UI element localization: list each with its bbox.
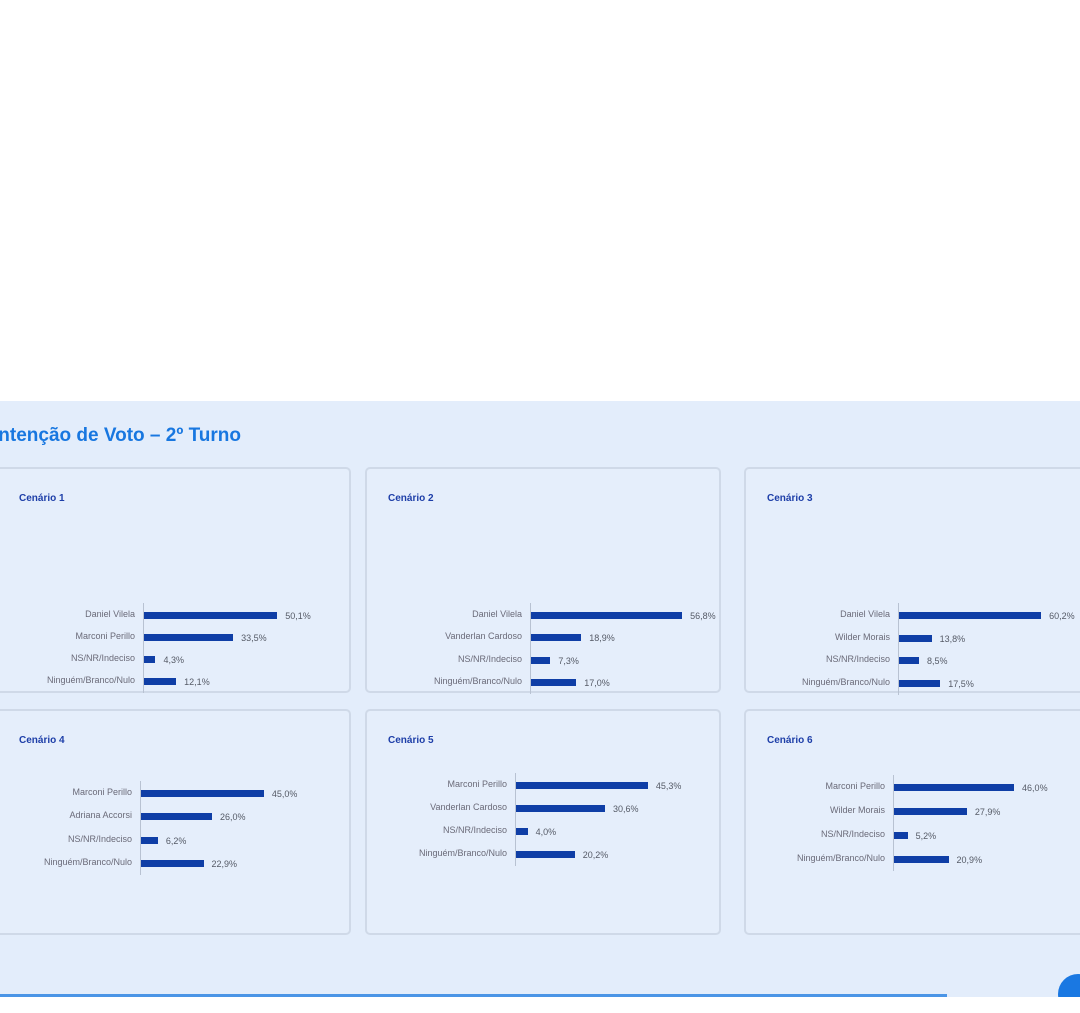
- bar: [141, 836, 158, 844]
- footer-line: [0, 994, 947, 997]
- value-label: 30,6%: [613, 804, 639, 814]
- panel-title: Cenário 6: [767, 735, 813, 746]
- category-label: Marconi Perillo: [825, 781, 885, 791]
- bar: [531, 656, 551, 664]
- bar: [899, 679, 941, 687]
- value-label: 5,2%: [915, 831, 937, 841]
- bar: [516, 782, 648, 789]
- value-label: 45,3%: [655, 781, 682, 791]
- panel-title: Cenário 2: [388, 493, 434, 504]
- bar: [516, 828, 528, 835]
- bar: [144, 634, 234, 641]
- bar: [894, 832, 908, 839]
- slide-title: Intenção de Voto – 2º Turno: [0, 425, 241, 446]
- bar: [144, 612, 278, 619]
- category-label: Ninguém/Branco/Nulo: [801, 676, 890, 687]
- category-label: Daniel Vilela: [472, 609, 522, 619]
- value-label: 7,3%: [558, 655, 579, 666]
- scenario-panel-5: Cenário 5 Marconi Perillo 45,3% Vanderlan C…: [365, 709, 721, 935]
- axis-line: [515, 773, 516, 866]
- value-label: 33,5%: [241, 633, 267, 643]
- category-label: Wilder Morais: [834, 631, 890, 642]
- axis-line: [893, 775, 894, 871]
- bar: [144, 678, 177, 685]
- bar: [899, 657, 920, 665]
- bar: [531, 678, 577, 686]
- category-label: Ninguém/Branco/Nulo: [46, 675, 135, 685]
- bar: [516, 851, 575, 858]
- category-label: NS/NR/Indeciso: [442, 825, 507, 835]
- value-label: 4,0%: [535, 827, 557, 837]
- value-label: 27,9%: [974, 807, 1001, 817]
- axis-line: [143, 603, 144, 693]
- category-label: Daniel Vilela: [85, 609, 135, 619]
- bar: [894, 808, 967, 815]
- bar: [516, 805, 606, 812]
- scenario-panel-4: Cenário 4 Marconi Perillo 45,0% Adriana Acc…: [0, 709, 351, 935]
- value-label: 46,0%: [1022, 783, 1048, 793]
- panel-title: Cenário 5: [388, 735, 434, 746]
- bar: [894, 784, 1015, 791]
- category-label: NS/NR/Indeciso: [70, 653, 135, 663]
- scenario-panel-1: Cenário 1 Daniel Vilela 50,1% Marconi Peril…: [0, 467, 351, 693]
- bar: [899, 634, 932, 642]
- category-label: Ninguém/Branco/Nulo: [43, 856, 132, 867]
- value-label: 17,0%: [584, 677, 610, 688]
- scenario-panel-3: Cenário 3 Daniel Vilela 60,2% Wilder Morais…: [744, 467, 1080, 695]
- category-label: NS/NR/Indeciso: [825, 654, 890, 665]
- category-label: Marconi Perillo: [447, 779, 507, 789]
- scenario-panel-2: Cenário 2 Daniel Vilela 56,8% Vanderlan Car…: [365, 467, 721, 694]
- page-number-badge: [1058, 974, 1080, 997]
- panel-title: Cenário 1: [19, 493, 65, 504]
- value-label: 6,2%: [165, 835, 187, 846]
- value-label: 50,1%: [285, 611, 311, 621]
- category-label: Ninguém/Branco/Nulo: [418, 848, 507, 858]
- value-label: 56,8%: [690, 611, 716, 621]
- value-label: 4,3%: [163, 655, 184, 665]
- axis-line: [530, 603, 531, 694]
- value-label: 12,1%: [184, 677, 210, 687]
- category-label: Vanderlan Cardoso: [430, 802, 507, 812]
- bar: [894, 856, 949, 863]
- category-label: Daniel Vilela: [840, 609, 890, 619]
- value-label: 13,8%: [939, 633, 966, 644]
- slide: Intenção de Voto – 2º Turno Cenário 1 Dan…: [0, 401, 1080, 997]
- value-label: 45,0%: [271, 789, 298, 799]
- category-label: Wilder Morais: [829, 805, 885, 815]
- bar: [531, 634, 582, 642]
- value-label: 8,5%: [927, 656, 948, 667]
- category-label: NS/NR/Indeciso: [820, 829, 885, 839]
- category-label: Vanderlan Cardoso: [445, 631, 522, 642]
- category-label: Adriana Accorsi: [69, 810, 132, 821]
- category-label: Ninguém/Branco/Nulo: [796, 853, 885, 863]
- bar: [141, 859, 204, 867]
- category-label: NS/NR/Indeciso: [67, 833, 132, 844]
- value-label: 22,9%: [211, 858, 238, 869]
- scenario-panel-6: Cenário 6 Marconi Perillo 46,0% Wilder Mora…: [744, 709, 1080, 935]
- bar: [899, 612, 1042, 619]
- panel-title: Cenário 4: [19, 735, 65, 746]
- value-label: 26,0%: [219, 812, 246, 823]
- bar: [141, 813, 212, 821]
- value-label: 17,5%: [948, 678, 974, 689]
- category-label: NS/NR/Indeciso: [457, 653, 522, 664]
- value-label: 60,2%: [1049, 611, 1075, 621]
- axis-line: [898, 603, 899, 695]
- value-label: 20,9%: [956, 855, 983, 865]
- category-label: Ninguém/Branco/Nulo: [433, 675, 522, 686]
- value-label: 18,9%: [589, 633, 615, 644]
- category-label: Marconi Perillo: [72, 787, 132, 797]
- panel-title: Cenário 3: [767, 493, 813, 504]
- value-label: 20,2%: [582, 850, 609, 860]
- bar: [531, 612, 683, 619]
- axis-line: [140, 781, 141, 875]
- bar: [141, 790, 264, 797]
- category-label: Marconi Perillo: [75, 631, 135, 641]
- bar: [144, 656, 156, 663]
